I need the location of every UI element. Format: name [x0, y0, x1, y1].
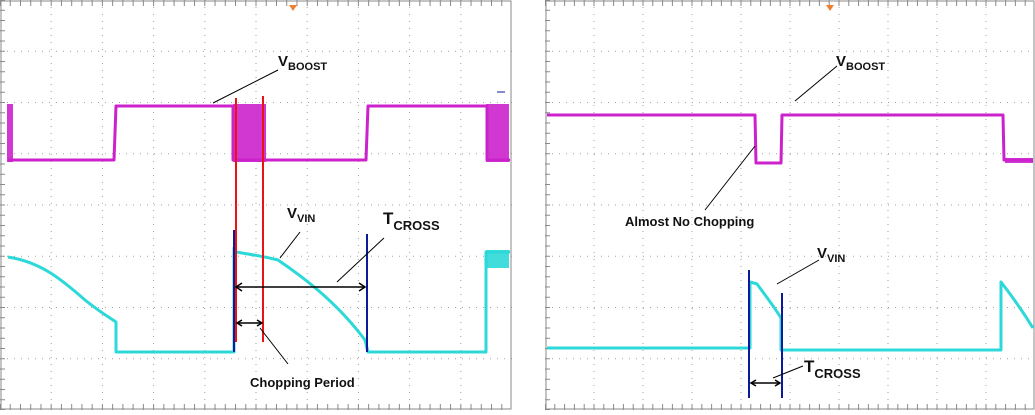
scope-left-svg: VBOOST VVIN TCROSS Chopping Period — [0, 0, 512, 411]
tcross-label: TCROSS — [804, 357, 861, 381]
vboost-waveform — [547, 113, 1033, 165]
vboost-chopping-burst — [7, 104, 13, 162]
annotation-leaders — [212, 69, 385, 365]
annotation-leaders — [704, 65, 838, 379]
tcross-label: TCROSS — [383, 209, 440, 233]
vboost-chopping-burst — [1005, 158, 1033, 163]
scope-grid — [544, 0, 1035, 411]
vboost-chopping-burst — [233, 104, 266, 162]
vvin-waveform — [7, 246, 510, 354]
vboost-label: VBOOST — [278, 53, 327, 73]
scope-grid — [0, 0, 512, 411]
almost-no-chopping-label: Almost No Chopping — [625, 214, 754, 229]
vboost-chopping-burst — [486, 104, 509, 162]
scope-capture-right: VBOOST Almost No Chopping VVIN TCROSS — [544, 0, 1035, 411]
scope-capture-left: VBOOST VVIN TCROSS Chopping Period — [0, 0, 512, 411]
trigger-marker — [289, 5, 297, 11]
trigger-marker — [826, 5, 834, 11]
chopping-period-label: Chopping Period — [250, 375, 355, 390]
chopping-period-arrow — [235, 319, 264, 327]
tcross-arrow — [234, 282, 367, 292]
scope-right-svg: VBOOST Almost No Chopping VVIN TCROSS — [544, 0, 1035, 411]
vvin-label: VVIN — [817, 245, 845, 265]
tcross-arrow — [749, 379, 782, 387]
vvin-label: VVIN — [287, 205, 315, 225]
vvin-noise-burst — [486, 250, 509, 268]
vboost-label: VBOOST — [836, 53, 885, 73]
